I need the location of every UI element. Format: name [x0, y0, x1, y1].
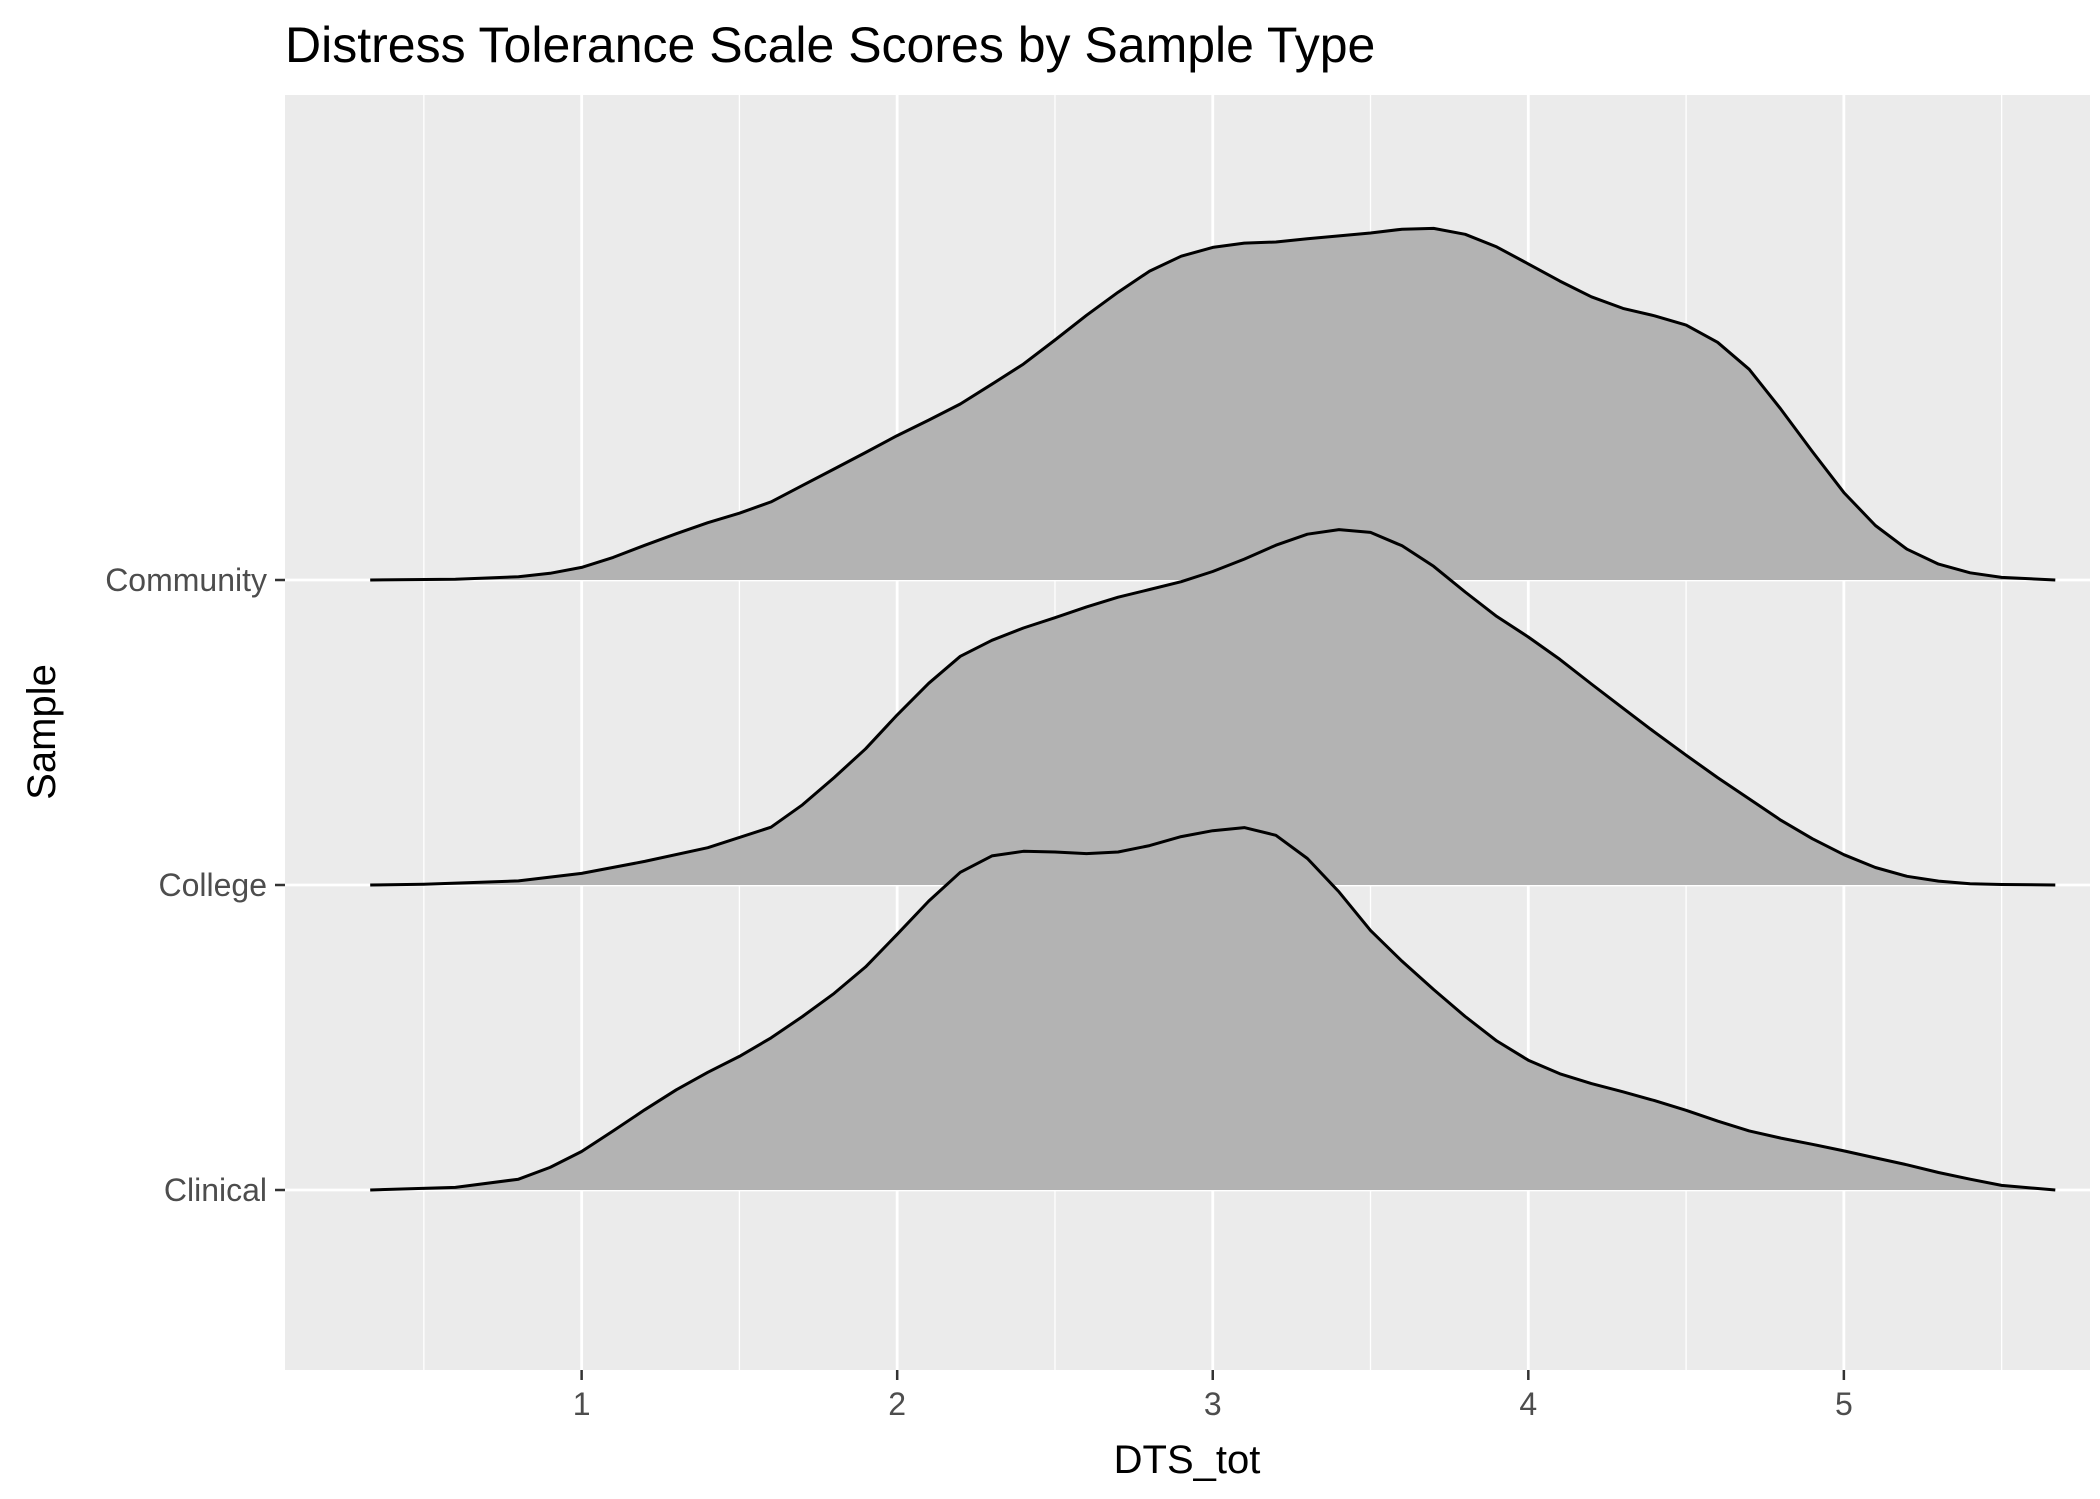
- x-tick-label: 4: [1519, 1386, 1537, 1422]
- y-axis-title: Sample: [20, 664, 64, 800]
- chart-title: Distress Tolerance Scale Scores by Sampl…: [285, 17, 1375, 73]
- y-tick-label-clinical: Clinical: [164, 1172, 267, 1208]
- ridge-outline-clinical: [370, 826, 2056, 1192]
- ridge-outline-college: [370, 528, 2056, 887]
- y-tick-label-college: College: [158, 867, 267, 903]
- density-ridges: [370, 226, 2056, 1192]
- axes: 1 2 3 4 5 Clinical College Community: [105, 562, 1853, 1422]
- x-tick-label: 1: [573, 1386, 591, 1422]
- ridge-outline-community: [370, 226, 2056, 582]
- y-tick-label-community: Community: [105, 562, 267, 598]
- ridge-fill-clinical: [370, 827, 2056, 1190]
- ridge-fill-college: [370, 529, 2056, 885]
- x-axis-title: DTS_tot: [1114, 1438, 1261, 1482]
- x-tick-label: 5: [1835, 1386, 1853, 1422]
- x-tick-label: 3: [1204, 1386, 1222, 1422]
- x-tick-label: 2: [888, 1386, 906, 1422]
